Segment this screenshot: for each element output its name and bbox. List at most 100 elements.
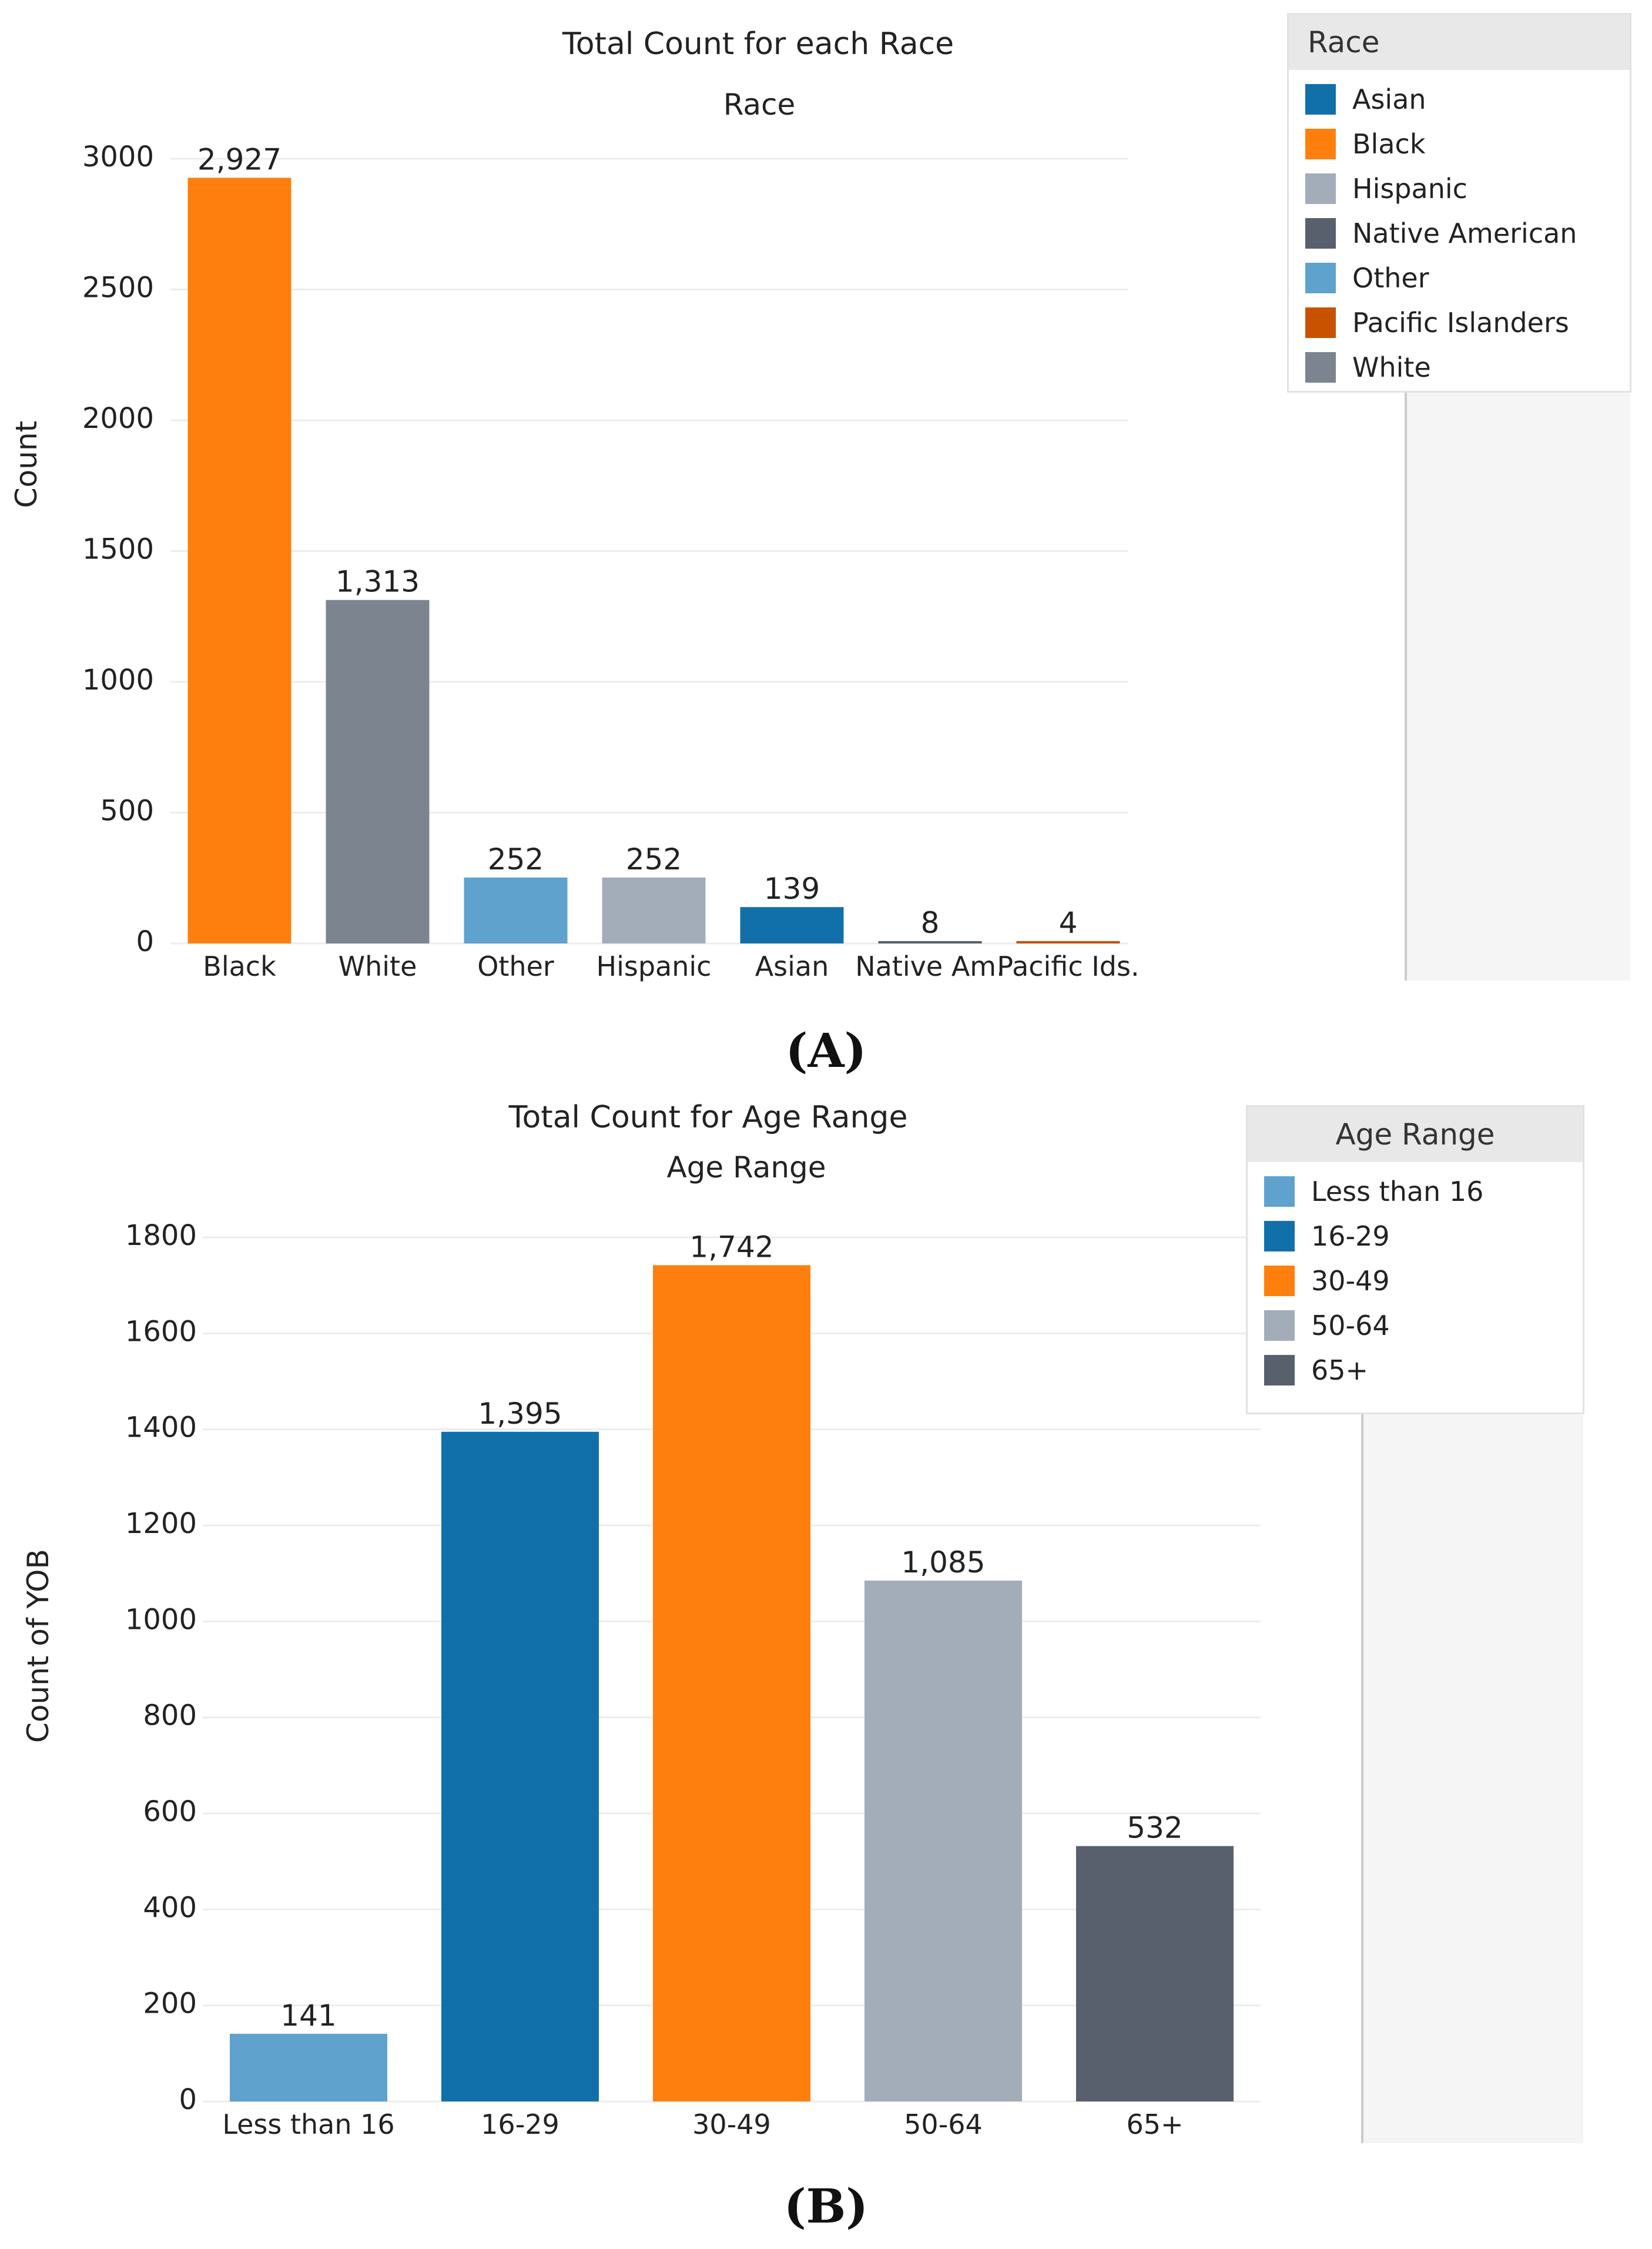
x-tick-label: 65+ — [1126, 2109, 1183, 2140]
data-label: 141 — [280, 1999, 336, 2033]
legend-item: White — [1289, 345, 1630, 390]
data-label: 139 — [764, 872, 820, 906]
y-tick-label: 200 — [143, 1987, 197, 2020]
data-label: 252 — [626, 842, 682, 876]
bar-16-29 — [441, 1431, 599, 2101]
legend-swatch — [1305, 352, 1336, 383]
legend-swatch — [1264, 1221, 1295, 1251]
race-legend-items: Asian Black Hispanic Native American Other Pa… — [1289, 70, 1630, 390]
legend-swatch — [1264, 1176, 1295, 1207]
data-label: 532 — [1127, 1811, 1182, 1845]
y-axis-label: Count — [9, 421, 43, 508]
bar-50-64 — [864, 1580, 1022, 2101]
legend-swatch — [1305, 307, 1336, 338]
y-tick-label: 800 — [143, 1699, 197, 1732]
legend-label: Hispanic — [1352, 173, 1467, 205]
bar-hispanic — [602, 877, 706, 943]
data-label: 1,395 — [478, 1397, 562, 1431]
y-tick-label: 1000 — [125, 1603, 197, 1636]
bar-black — [187, 178, 291, 943]
y-axis-label: Count of YOB — [21, 1549, 55, 1743]
legend-label: White — [1352, 352, 1431, 383]
data-label: 2,927 — [197, 142, 282, 176]
bar-less-than-16 — [230, 2033, 387, 2101]
legend-swatch — [1305, 263, 1336, 293]
legend-item: 30-49 — [1248, 1259, 1583, 1303]
race-chart: Total Count for each Race Race Count 0 500 10… — [9, 26, 1140, 982]
panel-b: Total Count for Age Range Age Range Count … — [0, 1093, 1652, 2249]
data-label: 252 — [488, 842, 544, 876]
y-tick-label: 1500 — [82, 533, 154, 566]
x-tick-label: Hispanic — [597, 951, 712, 982]
legend-swatch — [1305, 218, 1336, 249]
legend-item: Pacific Islanders — [1289, 300, 1630, 345]
y-tick-label: 600 — [143, 1795, 197, 1828]
bar-other — [464, 877, 568, 943]
legend-item: 65+ — [1248, 1348, 1583, 1393]
bar-native-am- — [878, 941, 982, 943]
age-legend: Age Range Less than 16 16-29 30-49 50-64 65+ — [1246, 1105, 1584, 1414]
data-label: 1,742 — [689, 1230, 773, 1264]
caption-a: (A) — [785, 1023, 867, 1078]
y-tick-label: 2500 — [82, 272, 154, 304]
y-tick-label: 1400 — [125, 1411, 197, 1444]
y-tick-label: 400 — [143, 1891, 197, 1924]
legend-label: Native American — [1352, 217, 1577, 249]
legend-swatch — [1305, 84, 1336, 115]
y-tick-label: 0 — [136, 925, 154, 958]
legend-item: Hispanic — [1289, 166, 1630, 211]
x-tick-label: Pacific Ids. — [997, 951, 1139, 982]
x-tick-label: White — [339, 951, 417, 982]
chart-title: Total Count for Age Range — [508, 1100, 908, 1135]
legend-item: Black — [1289, 122, 1630, 166]
plot-area — [170, 141, 1128, 943]
age-side-panel — [1361, 1414, 1583, 2143]
legend-item: Other — [1289, 256, 1630, 300]
y-tick-label: 3000 — [82, 140, 154, 173]
legend-label: 50-64 — [1311, 1310, 1390, 1341]
legend-label: Pacific Islanders — [1352, 307, 1569, 339]
age-legend-title: Age Range — [1248, 1107, 1583, 1162]
legend-label: 30-49 — [1311, 1265, 1390, 1297]
legend-label: 65+ — [1311, 1354, 1369, 1386]
legend-item: 50-64 — [1248, 1303, 1583, 1348]
panel-a: Total Count for each Race Race Count 0 500 10… — [0, 0, 1652, 1093]
x-tick-label: Black — [203, 951, 276, 982]
race-legend: Race Asian Black Hispanic Native American Ot… — [1287, 13, 1631, 393]
y-tick-label: 500 — [100, 795, 154, 828]
x-tick-label: 30-49 — [692, 2109, 771, 2140]
legend-item: Native American — [1289, 211, 1630, 256]
x-tick-label: Native Am. — [855, 951, 1004, 982]
legend-swatch — [1305, 129, 1336, 159]
bar-30-49 — [653, 1265, 810, 2101]
y-tick-label: 0 — [179, 2083, 197, 2116]
legend-item: 16-29 — [1248, 1214, 1583, 1259]
data-label: 8 — [921, 906, 940, 940]
y-tick-label: 2000 — [82, 402, 154, 435]
bar-white — [326, 600, 430, 943]
legend-label: Less than 16 — [1311, 1176, 1484, 1207]
race-side-panel — [1405, 393, 1630, 980]
y-tick-label: 1800 — [125, 1219, 197, 1252]
data-label: 1,313 — [336, 565, 420, 599]
x-tick-label: Asian — [755, 951, 829, 982]
legend-label: Black — [1352, 128, 1426, 160]
chart-subtitle: Race — [723, 88, 796, 122]
y-tick-label: 1200 — [125, 1507, 197, 1540]
legend-label: 16-29 — [1311, 1220, 1390, 1252]
data-label: 4 — [1059, 906, 1078, 940]
data-label: 1,085 — [901, 1545, 985, 1579]
caption-b: (B) — [783, 2178, 869, 2234]
legend-label: Other — [1352, 262, 1429, 294]
legend-item: Asian — [1289, 77, 1630, 122]
y-tick-label: 1600 — [125, 1315, 197, 1348]
y-tick-label: 1000 — [82, 664, 154, 697]
x-tick-label: Less than 16 — [222, 2109, 394, 2140]
chart-title: Total Count for each Race — [562, 26, 954, 62]
legend-swatch — [1264, 1355, 1295, 1385]
bar-asian — [740, 907, 844, 943]
x-tick-label: 16-29 — [481, 2109, 559, 2140]
legend-label: Asian — [1352, 83, 1426, 115]
legend-swatch — [1305, 173, 1336, 204]
bar-65- — [1076, 1846, 1234, 2101]
